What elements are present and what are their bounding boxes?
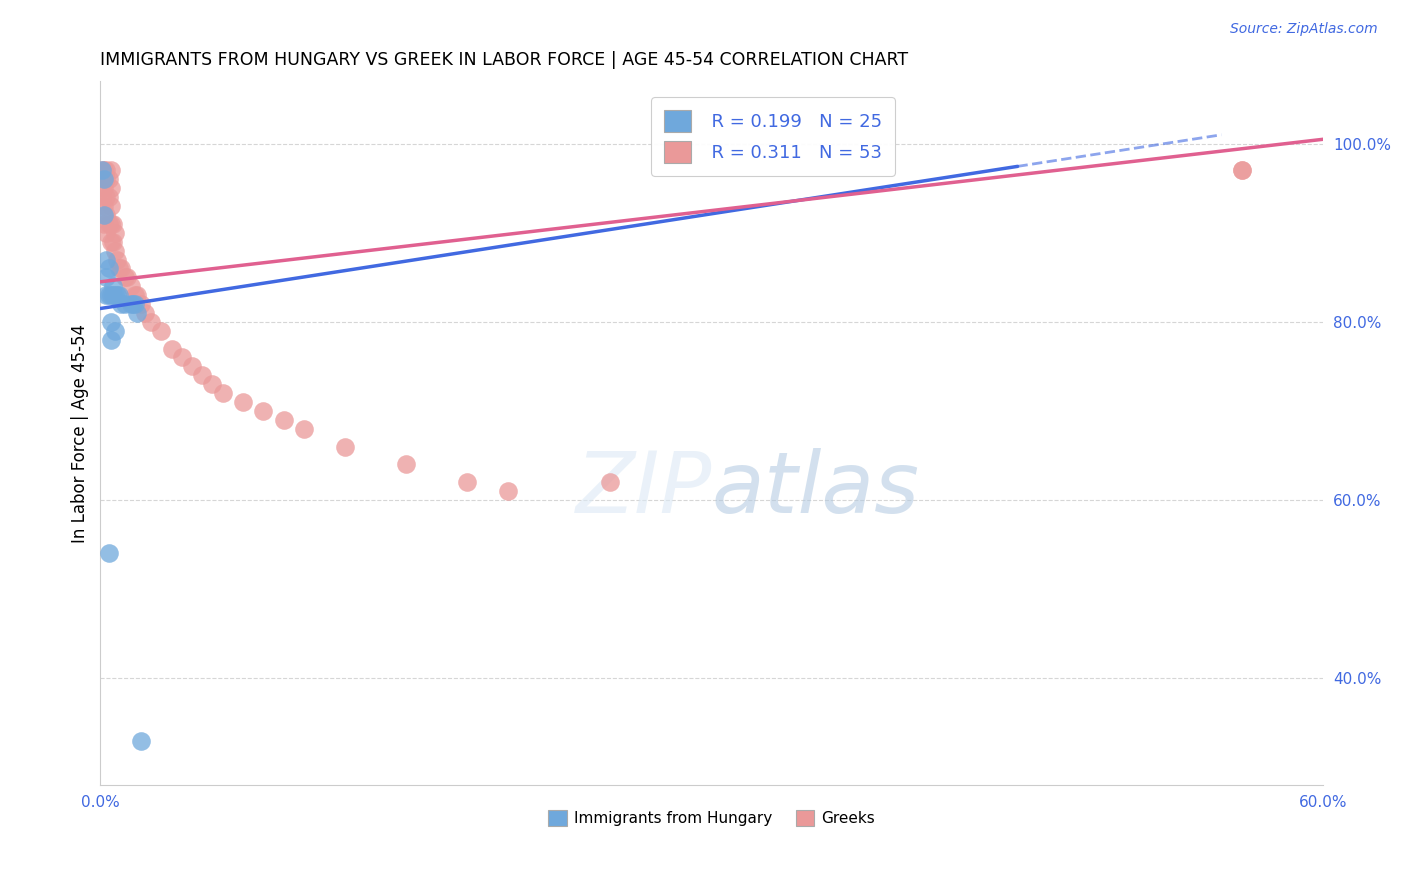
Point [124,297,146,311]
Point [211,386,233,401]
Point [134,306,156,320]
Point [96,163,118,178]
Point [96,288,118,302]
Point [150,324,173,338]
Point [129,733,152,747]
Point [97,261,120,276]
Legend: Immigrants from Hungary, Greeks: Immigrants from Hungary, Greeks [541,803,883,834]
Point [110,297,132,311]
Point [96,252,118,267]
Point [91,163,114,178]
Point [129,297,152,311]
Point [100,333,122,347]
Point [105,288,128,302]
Point [181,359,204,374]
Point [107,288,129,302]
Point [104,244,127,258]
Point [100,181,122,195]
Point [101,279,124,293]
Point [93,172,115,186]
Point [104,324,127,338]
Point [97,288,120,302]
Text: IMMIGRANTS FROM HUNGARY VS GREEK IN LABOR FORCE | AGE 45-54 CORRELATION CHART: IMMIGRANTS FROM HUNGARY VS GREEK IN LABO… [100,51,908,69]
Point [120,297,142,311]
Text: atlas: atlas [711,448,920,531]
Point [91,190,114,204]
Point [93,181,115,195]
Point [97,190,120,204]
Point [125,306,148,320]
Point [96,208,118,222]
Point [333,440,356,454]
Point [96,190,118,204]
Point [100,288,122,302]
Text: ZIP: ZIP [575,448,711,531]
Point [93,199,115,213]
Y-axis label: In Labor Force | Age 45-54: In Labor Force | Age 45-54 [72,324,89,542]
Point [101,235,124,249]
Point [93,163,115,178]
Point [105,252,128,267]
Point [496,484,519,499]
Point [115,270,138,285]
Point [124,288,146,302]
Point [93,208,115,222]
Point [1230,163,1253,178]
Text: Source: ZipAtlas.com: Source: ZipAtlas.com [1230,22,1378,37]
Point [100,315,122,329]
Point [100,199,122,213]
Point [107,261,129,276]
Point [91,172,114,186]
Point [114,297,136,311]
Point [97,217,120,231]
Point [273,413,295,427]
Point [100,163,122,178]
Point [96,172,118,186]
Point [141,315,163,329]
Point [101,217,124,231]
Point [201,377,224,392]
Point [120,279,142,293]
Point [122,297,145,311]
Point [91,163,114,178]
Point [104,226,127,240]
Point [125,288,148,302]
Point [97,546,120,560]
Point [100,217,122,231]
Point [232,395,254,409]
Point [191,368,214,383]
Point [395,458,418,472]
Point [599,475,621,490]
Point [160,342,183,356]
Point [110,261,132,276]
Point [96,270,118,285]
Point [101,288,124,302]
Point [252,404,274,418]
Point [292,422,315,436]
Point [104,288,127,302]
Point [93,217,115,231]
Point [100,235,122,249]
Point [456,475,478,490]
Point [96,226,118,240]
Point [1230,163,1253,178]
Point [170,351,193,365]
Point [114,270,136,285]
Point [97,172,120,186]
